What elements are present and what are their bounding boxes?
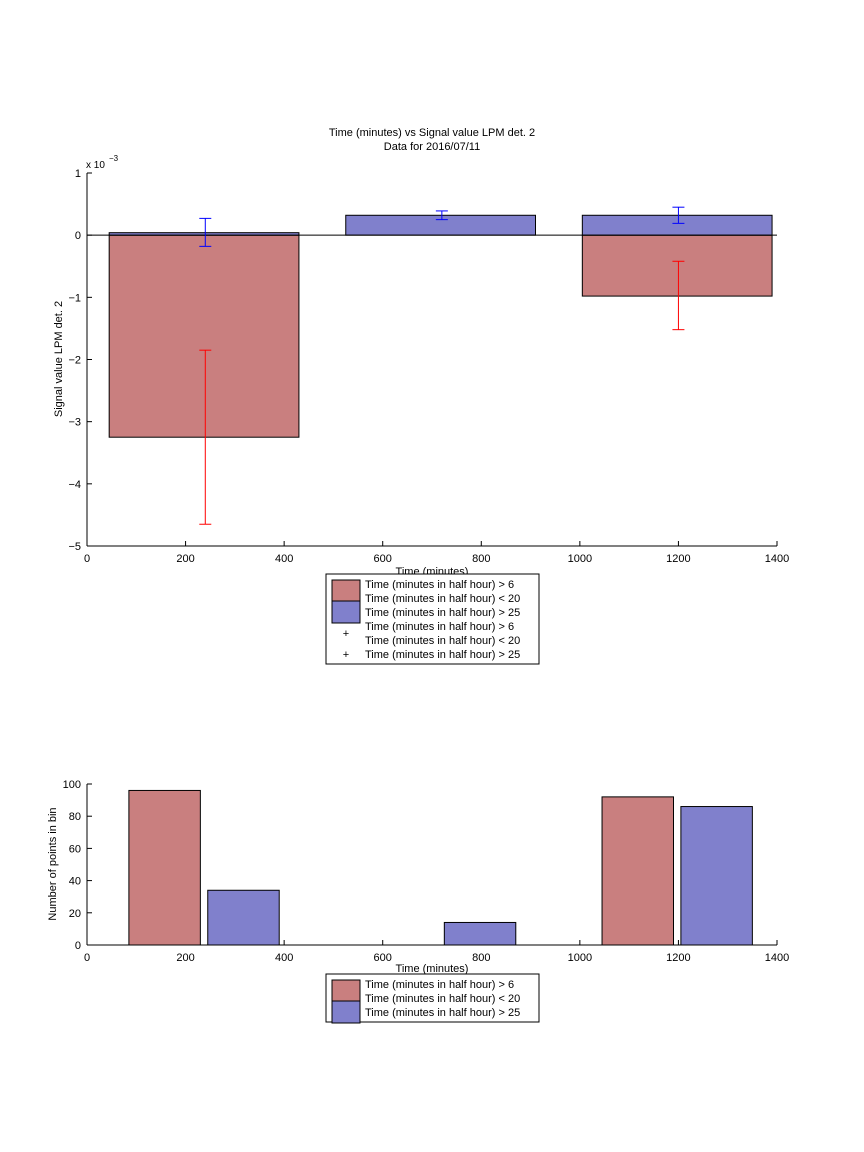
y-tick-label: 40 — [69, 876, 81, 888]
x-tick-label: 600 — [374, 952, 392, 964]
y-tick-label: 20 — [69, 908, 81, 920]
y-tick-label: 60 — [69, 843, 81, 855]
errorbar-blue — [672, 206, 685, 224]
exponent-base: x 10 — [86, 160, 105, 171]
bar-blue — [443, 921, 517, 946]
x-tick-label: 1400 — [765, 553, 789, 565]
bar-red — [128, 789, 201, 946]
bar-blue — [345, 214, 536, 236]
x-tick-label: 400 — [275, 553, 293, 565]
bar-blue — [207, 889, 280, 946]
legend-marker-blue: + — [343, 649, 349, 661]
legend-item-red: Time (minutes in half hour) > 6 Time (min… — [331, 979, 520, 1005]
x-tick-label: 1200 — [666, 553, 690, 565]
legend-label: Time (minutes in half hour) > 6 — [365, 621, 514, 633]
x-tick-label: 200 — [176, 952, 194, 964]
legend-item-red: + Time (minutes in half hour) > 6 Time (mi… — [343, 621, 520, 647]
legend-label: Time (minutes in half hour) > 25 — [365, 1007, 520, 1019]
y-tick-label: −1 — [68, 292, 81, 304]
x-axis-label: Time (minutes) — [396, 963, 469, 975]
chart-subtitle: Data for 2016/07/11 — [384, 141, 480, 153]
legend-item-blue: Time (minutes in half hour) > 25 — [331, 600, 520, 624]
x-tick-label: 800 — [472, 952, 490, 964]
signal-chart: Time (minutes) vs Signal value LPM det. … — [53, 127, 789, 665]
y-tick-label: −5 — [68, 541, 81, 553]
bar-red — [601, 796, 674, 946]
legend-item-red: Time (minutes in half hour) > 6 Time (min… — [331, 579, 520, 605]
legend-box — [325, 573, 540, 665]
legend-item-blue: + Time (minutes in half hour) > 25 — [343, 649, 520, 661]
legend-swatch-red — [331, 979, 361, 1003]
y-tick-label: −4 — [68, 479, 81, 491]
errorbar-blue — [199, 217, 212, 247]
legend: Time (minutes in half hour) > 6 Time (min… — [325, 573, 540, 665]
y-axis-label: Number of points in bin — [47, 807, 59, 920]
y-tick-label: −2 — [68, 355, 81, 367]
legend-swatch-blue — [331, 600, 361, 624]
legend-label: Time (minutes in half hour) > 6 — [365, 979, 514, 991]
y-tick-label: 0 — [75, 940, 81, 952]
legend-item-blue: Time (minutes in half hour) > 25 — [331, 1000, 520, 1024]
bar-blue — [680, 806, 753, 946]
x-tick-label: 600 — [374, 553, 392, 565]
x-tick-label: 400 — [275, 952, 293, 964]
x-tick-label: 200 — [176, 553, 194, 565]
bar-red — [581, 234, 773, 297]
legend-label: Time (minutes in half hour) < 20 — [365, 993, 520, 1005]
legend-box — [325, 973, 540, 1023]
y-axis-label: Signal value LPM det. 2 — [53, 301, 65, 417]
count-chart: Time (minutes) Number of points in bin 0… — [47, 779, 789, 1024]
y-tick-label: −3 — [68, 417, 81, 429]
legend: Time (minutes in half hour) > 6 Time (min… — [325, 973, 540, 1024]
x-tick-label: 1200 — [666, 952, 690, 964]
y-tick-label: 1 — [75, 168, 81, 180]
errorbar-blue — [435, 210, 448, 221]
chart-title: Time (minutes) vs Signal value LPM det. … — [329, 127, 535, 139]
x-tick-label: 0 — [84, 553, 90, 565]
legend-label: Time (minutes in half hour) < 20 — [365, 635, 520, 647]
errorbar-red — [672, 260, 685, 331]
x-tick-label: 1000 — [568, 952, 592, 964]
legend-label: Time (minutes in half hour) > 25 — [365, 649, 520, 661]
legend-swatch-blue — [331, 1000, 361, 1024]
y-tick-label: 80 — [69, 811, 81, 823]
y-tick-label: 0 — [75, 230, 81, 242]
legend-label: Time (minutes in half hour) > 6 — [365, 579, 514, 591]
x-tick-label: 800 — [472, 553, 490, 565]
legend-swatch-red — [331, 579, 361, 603]
bar-red — [108, 234, 300, 438]
errorbar-red — [199, 349, 212, 525]
legend-label: Time (minutes in half hour) > 25 — [365, 607, 520, 619]
x-tick-label: 1000 — [568, 553, 592, 565]
exponent-power: −3 — [109, 154, 119, 163]
exponent-label: x 10 −3 — [86, 154, 119, 171]
y-tick-label: 100 — [63, 779, 81, 791]
x-tick-label: 0 — [84, 952, 90, 964]
x-tick-label: 1400 — [765, 952, 789, 964]
legend-marker-red: + — [343, 628, 349, 640]
bar-blue — [581, 214, 773, 236]
legend-label: Time (minutes in half hour) < 20 — [365, 593, 520, 605]
